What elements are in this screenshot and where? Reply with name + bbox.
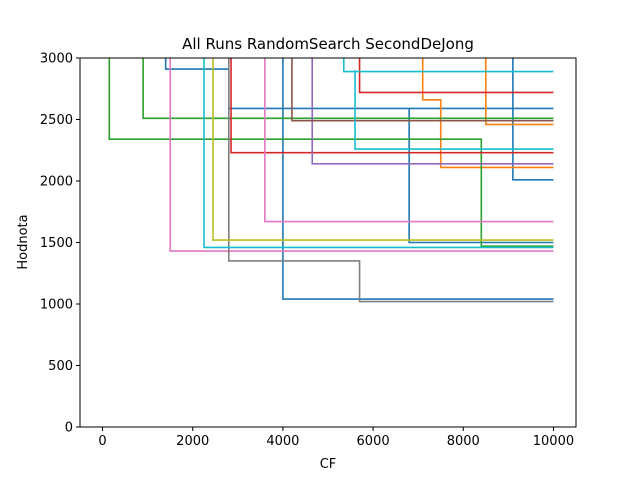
y-tick-label: 1000 [40,298,73,313]
series-line-14 [264,58,554,223]
series-line-13 [169,58,554,252]
y-axis-label: Hodnota [16,214,31,269]
y-tick-label: 2500 [40,113,73,128]
series-line-16 [212,58,554,241]
y-tick-label: 1500 [40,236,73,251]
series-line-10 [358,58,554,94]
series-line-11 [311,58,554,165]
series-line-6 [485,58,554,126]
x-axis-label: CF [320,457,337,472]
y-tick-label: 3000 [40,52,73,67]
x-tick-label: 4000 [266,434,299,449]
series-line-18 [354,70,554,150]
x-tick-label: 0 [98,434,106,449]
x-tick-label: 10000 [533,434,574,449]
y-tick-label: 500 [48,359,73,374]
x-tick-label: 2000 [176,434,209,449]
series-line-5 [421,58,554,169]
x-tick-label: 6000 [357,434,390,449]
series-line-3 [512,58,554,181]
y-tick-label: 2000 [40,175,73,190]
series-line-17 [203,58,554,249]
series-layer [108,58,554,303]
series-line-19 [342,58,554,73]
series-line-9 [230,58,554,154]
series-line-8 [142,58,554,120]
chart-title: All Runs RandomSearch SecondDeJong [182,35,474,53]
axes-layer: 0 2000 4000 6000 8000 10000 0 500 1000 1500 2000 25… [40,52,577,449]
series-line-7 [108,58,554,247]
y-tick-label: 0 [65,421,73,436]
series-line-12 [291,58,554,122]
x-tick-label: 8000 [447,434,480,449]
series-line-15 [228,58,554,303]
series-line-2 [282,58,554,300]
